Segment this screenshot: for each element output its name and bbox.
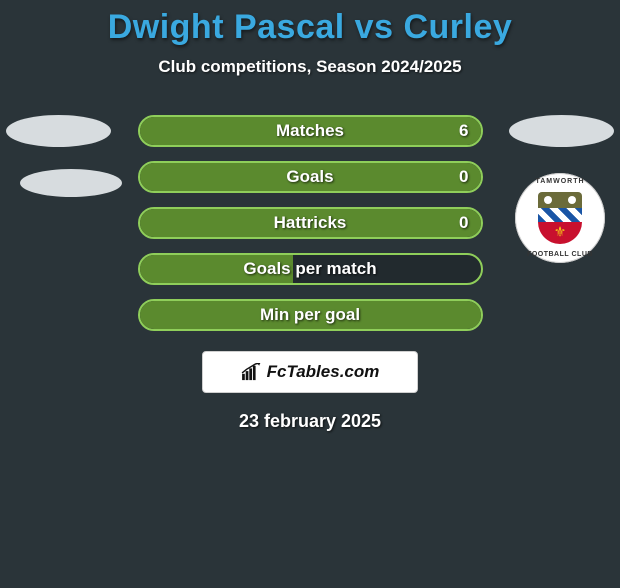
- club-crest-icon: [538, 192, 582, 244]
- brand-box: FcTables.com: [202, 351, 418, 393]
- stat-bar-goals: Goals 0: [138, 161, 483, 193]
- stat-bar-label: Hattricks: [274, 213, 347, 233]
- brand-text: FcTables.com: [267, 362, 380, 382]
- stat-bars: Matches 6 Goals 0 Hattricks 0 Goals per …: [138, 115, 483, 331]
- stat-bar-value: 0: [459, 213, 468, 233]
- generated-date: 23 february 2025: [0, 411, 620, 432]
- stat-bar-label: Min per goal: [260, 305, 360, 325]
- player-left-badge: [6, 115, 111, 147]
- stat-bar-goals-per-match: Goals per match: [138, 253, 483, 285]
- brand-chart-icon: [241, 363, 263, 381]
- club-badge-bottom-text: FOOTBALL CLUB: [527, 251, 593, 258]
- stat-bar-min-per-goal: Min per goal: [138, 299, 483, 331]
- stat-bar-value: 0: [459, 167, 468, 187]
- player-left-badge-2: [20, 169, 122, 197]
- stat-bar-value: 6: [459, 121, 468, 141]
- stat-bar-matches: Matches 6: [138, 115, 483, 147]
- club-badge-top-text: TAMWORTH: [535, 178, 584, 185]
- stat-bar-label: Matches: [276, 121, 344, 141]
- stat-bar-label: Goals: [286, 167, 333, 187]
- club-badge: TAMWORTH FOOTBALL CLUB: [515, 173, 605, 263]
- player-right-badge: [509, 115, 614, 147]
- page-title: Dwight Pascal vs Curley: [0, 8, 620, 47]
- comparison-stage: TAMWORTH FOOTBALL CLUB Matches 6 Goals 0…: [0, 115, 620, 432]
- stat-bar-hattricks: Hattricks 0: [138, 207, 483, 239]
- page-subtitle: Club competitions, Season 2024/2025: [0, 57, 620, 77]
- stat-bar-label: Goals per match: [243, 259, 376, 279]
